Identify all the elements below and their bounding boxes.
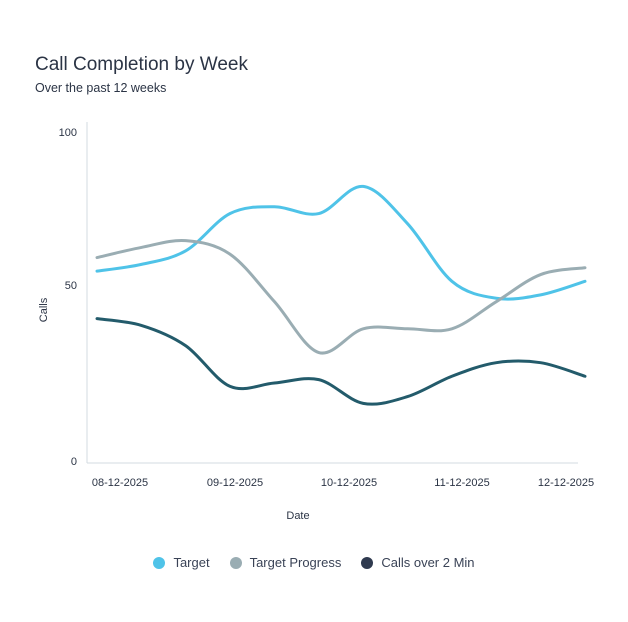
x-tick-label: 10-12-2025 — [321, 477, 377, 489]
y-axis-label: Calls — [38, 297, 50, 322]
y-tick-label: 50 — [65, 280, 77, 292]
x-tick-label: 12-12-2025 — [538, 477, 594, 489]
legend-label: Target Progress — [249, 555, 342, 570]
x-tick-label: 08-12-2025 — [92, 477, 148, 489]
legend-item[interactable]: Target Progress — [229, 555, 342, 570]
legend-dot-icon — [153, 556, 166, 569]
y-tick-label: 0 — [71, 456, 77, 468]
legend-label: Target — [173, 555, 210, 570]
series-line-target-progress — [95, 239, 587, 355]
series-line-calls-over-2-min — [95, 317, 587, 406]
legend-item[interactable]: Target — [153, 555, 210, 570]
legend-label: Calls over 2 Min — [381, 555, 475, 570]
legend-dot-icon — [229, 556, 242, 569]
x-tick-label: 09-12-2025 — [207, 477, 263, 489]
legend-dot-icon — [361, 556, 374, 569]
chart-title: Call Completion by Week — [35, 54, 248, 75]
x-tick-label: 11-12-2025 — [434, 477, 489, 489]
legend-item[interactable]: Calls over 2 Min — [361, 555, 475, 570]
x-axis-label: Date — [286, 510, 309, 522]
legend: Target Target Progress Calls over 2 Min — [0, 555, 628, 570]
chart-subtitle: Over the past 12 weeks — [35, 81, 167, 95]
y-tick-label: 100 — [59, 127, 77, 139]
